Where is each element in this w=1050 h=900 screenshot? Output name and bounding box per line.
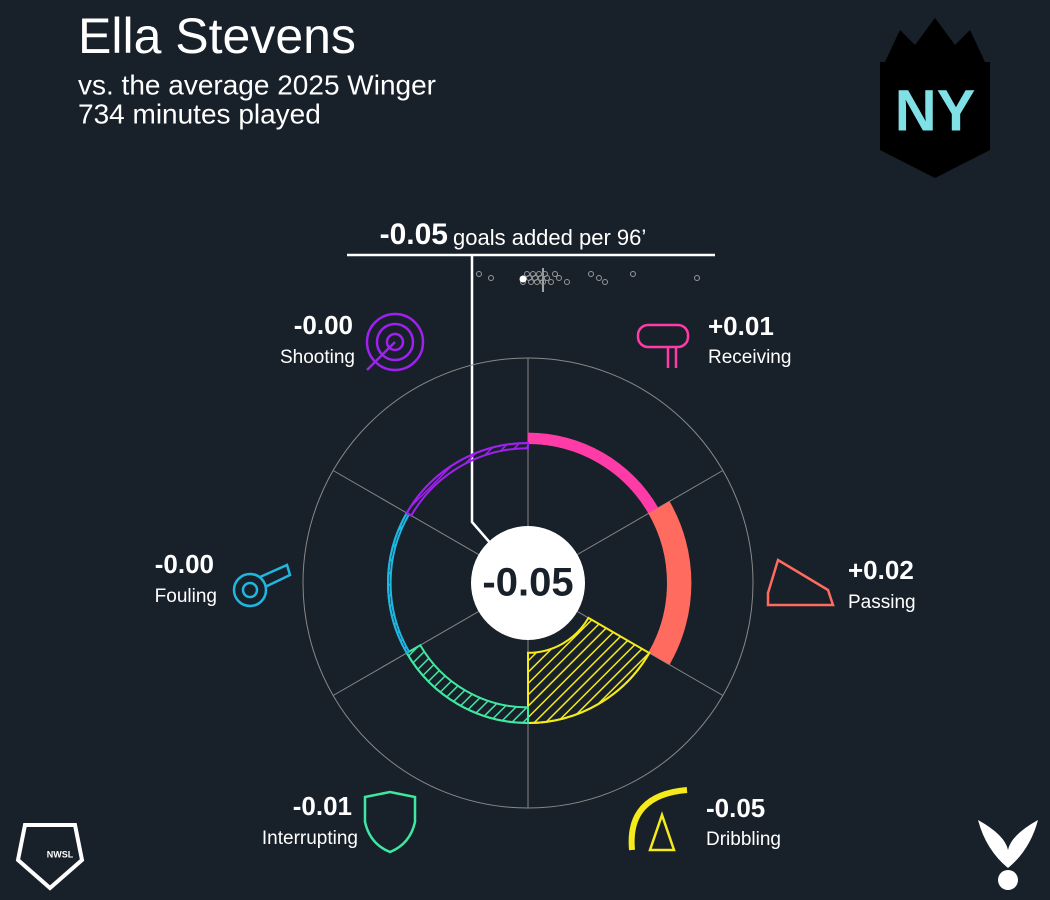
category-icon	[766, 558, 835, 607]
value-label: +0.01	[708, 311, 774, 341]
eagle	[978, 820, 1038, 868]
category-icon	[365, 312, 425, 372]
league-badge	[15, 823, 85, 891]
icon-part	[363, 790, 417, 854]
category-icon	[232, 563, 292, 608]
player-dot	[630, 271, 636, 277]
player-dot	[564, 279, 570, 285]
ball	[998, 870, 1018, 890]
value-label: -0.01	[293, 791, 352, 821]
center-total: -0.05	[482, 561, 573, 605]
value-label: +0.02	[848, 555, 914, 585]
icon-part	[232, 572, 268, 608]
category-label: Dribbling	[706, 829, 781, 850]
baseline-arc	[387, 512, 408, 654]
value-label: -0.00	[294, 310, 353, 340]
league-logo: NWSL	[15, 823, 85, 891]
baseline-arc	[648, 512, 669, 654]
crest	[880, 62, 990, 178]
highlight-dot	[519, 275, 527, 283]
player-dot	[528, 279, 534, 285]
segment	[649, 501, 692, 665]
icon-part	[259, 563, 292, 589]
player-dot	[548, 279, 554, 285]
player-dot	[588, 271, 594, 277]
category-icon	[363, 790, 417, 854]
team-logo: NY	[880, 18, 990, 178]
icon-part	[636, 323, 690, 349]
player-dot	[540, 279, 546, 285]
value-label: -0.00	[155, 549, 214, 579]
title: Ella Stevens	[78, 8, 356, 64]
eagle-logo	[978, 820, 1038, 890]
icon-part	[628, 787, 688, 851]
icon-part	[375, 322, 415, 362]
value-label: -0.05	[706, 793, 765, 823]
leader-line	[470, 255, 493, 546]
baseline-arc	[527, 442, 651, 514]
baseline-arc	[405, 442, 529, 514]
category-icon	[636, 323, 690, 368]
player-dot	[552, 271, 558, 277]
category-icon	[628, 787, 688, 852]
player-dot	[476, 271, 482, 277]
category-label: Receiving	[708, 347, 791, 368]
baseline-arc	[527, 652, 651, 724]
icon-part	[648, 811, 676, 852]
player-dot	[596, 275, 602, 281]
league-logo-text: NWSL	[47, 849, 74, 859]
header-caption: goals added per 96’	[453, 225, 646, 250]
category-label: Fouling	[155, 586, 217, 607]
header-total: -0.05	[380, 218, 448, 251]
player-dot	[488, 275, 494, 281]
player-dot	[556, 275, 562, 281]
player-dot	[694, 275, 700, 281]
icon-part	[365, 312, 425, 372]
subtitle: vs. the average 2025 Winger	[78, 69, 436, 100]
icon-part	[241, 581, 259, 599]
category-label: Passing	[848, 592, 916, 613]
center-disc	[471, 526, 585, 640]
category-label: Interrupting	[262, 828, 358, 849]
player-dot	[534, 279, 540, 285]
icon-part	[366, 341, 396, 371]
player-dot	[544, 275, 550, 281]
team-logo-text: NY	[895, 78, 976, 143]
note: 734 minutes played	[78, 98, 321, 129]
icon-part	[385, 332, 405, 352]
category-label: Shooting	[280, 347, 355, 368]
crown	[885, 18, 985, 62]
player-dot	[602, 279, 608, 285]
icon-part	[766, 558, 835, 607]
baseline-arc	[405, 652, 529, 724]
